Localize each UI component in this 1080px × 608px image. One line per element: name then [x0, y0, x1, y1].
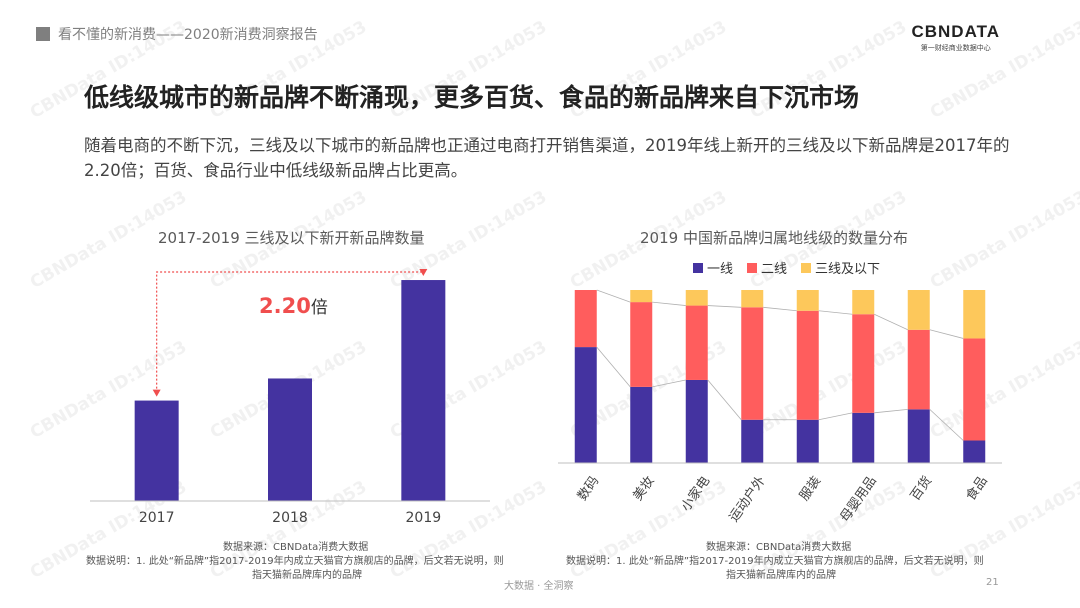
x-tick-label: 小家电	[678, 473, 713, 514]
growth-annotation: 2.20倍	[259, 294, 328, 318]
bar-2018	[268, 378, 312, 501]
stack-segment-母婴用品-三线及以下	[852, 290, 875, 315]
legend-item: 一线	[693, 258, 733, 277]
x-tick-label: 2017	[139, 510, 175, 526]
legend-swatch-tier2	[747, 262, 758, 273]
legend-label: 二线	[761, 262, 788, 277]
right-chart-legend: 一线 二线 三线及以下	[693, 258, 880, 277]
series-connector-tier2	[874, 313, 908, 331]
stack-segment-百货-二线	[907, 329, 930, 410]
bar-2019	[401, 280, 446, 501]
x-tick-label: 数码	[575, 474, 602, 504]
x-tick-label: 母婴用品	[838, 474, 880, 525]
series-connector-tier2	[707, 305, 742, 308]
annotation-bracket	[156, 271, 424, 393]
series-connector-tier1	[874, 408, 908, 414]
page-number: 21	[986, 577, 999, 588]
arrow-head-right	[419, 269, 428, 277]
x-tick-label: 美妆	[631, 474, 658, 504]
stack-segment-小家电-三线及以下	[685, 290, 708, 306]
stack-segment-美妆-一线	[630, 386, 653, 463]
stack-segment-美妆-二线	[630, 302, 653, 387]
logo-tagline: 第一财经商业数据中心	[920, 44, 991, 52]
x-tick-label: 2018	[272, 510, 308, 526]
brand-logo: CBNDATA 第一财经商业数据中心	[911, 22, 1000, 53]
stack-segment-食品-二线	[963, 338, 986, 441]
x-tick-label: 服装	[797, 474, 824, 504]
right-chart-notes: 数据来源：CBNData消费大数据 数据说明：1. 此处“新品牌”指2017-2…	[566, 541, 1006, 583]
header-square-icon	[36, 27, 50, 41]
left-chart-title: 2017-2019 三线及以下新开新品牌数量	[158, 229, 425, 247]
legend-label: 一线	[707, 262, 734, 277]
slide-title: 低线级城市的新品牌不断涌现，更多百货、食品的新品牌来自下沉市场	[84, 83, 860, 112]
stack-segment-食品-三线及以下	[963, 290, 986, 339]
series-connector-tier2	[763, 306, 797, 312]
series-connector-tier2	[652, 301, 686, 306]
arrow-head-left	[152, 389, 161, 397]
stack-segment-运动户外-三线及以下	[741, 290, 764, 308]
x-tick-label: 百货	[907, 473, 935, 503]
note-line: 指天猫新品牌库内的品牌	[726, 570, 836, 581]
left-chart-notes: 数据来源：CBNData消费大数据 数据说明：1. 此处“新品牌”指2017-2…	[86, 541, 516, 583]
stack-segment-小家电-二线	[685, 305, 708, 380]
legend-item: 三线及以下	[801, 258, 880, 277]
note-line: 数据说明：1. 此处“新品牌”指2017-2019年内成立天猫官方旗舰店的品牌，…	[566, 556, 984, 567]
stack-segment-百货-三线及以下	[907, 290, 930, 330]
stack-segment-百货-一线	[907, 409, 930, 463]
stack-segment-美妆-三线及以下	[630, 290, 653, 303]
note-line: 指天猫新品牌库内的品牌	[252, 570, 362, 581]
legend-label: 三线及以下	[815, 262, 881, 277]
series-connector-tier1	[707, 379, 742, 421]
stack-segment-运动户外-二线	[741, 307, 764, 420]
series-connector-tier2	[929, 329, 964, 339]
note-line: 数据来源：CBNData消费大数据	[223, 542, 369, 553]
logo-text: CBNDATA	[911, 22, 1000, 41]
series-connector-tier1	[929, 409, 964, 441]
series-connector-tier1	[652, 379, 686, 388]
stack-segment-母婴用品-一线	[852, 412, 875, 463]
series-connector-tier2	[818, 310, 853, 315]
stack-segment-母婴用品-二线	[852, 314, 875, 413]
slide-description: 随着电商的不断下沉，三线及以下城市的新品牌也正通过电商打开销售渠道，2019年线…	[84, 136, 1010, 180]
stack-segment-服装-一线	[796, 419, 819, 463]
x-tick-label: 2019	[406, 510, 442, 526]
stack-segment-运动户外-一线	[741, 419, 764, 463]
series-connector-tier1	[596, 346, 631, 388]
series-connector-tier1	[818, 412, 853, 421]
report-title: 看不懂的新消费——2020新消费洞察报告	[58, 27, 318, 43]
series-connector-tier2	[596, 289, 631, 303]
legend-swatch-tier3	[801, 262, 812, 273]
stack-segment-数码-一线	[574, 347, 597, 463]
note-line: 数据说明：1. 此处“新品牌”指2017-2019年内成立天猫官方旗舰店的品牌，…	[86, 556, 504, 567]
bar-2017	[134, 400, 179, 501]
legend-item: 二线	[747, 258, 787, 277]
footer-text: 大数据 · 全洞察	[504, 581, 574, 592]
legend-swatch-tier1	[693, 262, 703, 273]
x-tick-label: 食品	[963, 473, 991, 503]
note-line: 数据来源：CBNData消费大数据	[706, 542, 852, 553]
x-tick-label: 运动户外	[726, 473, 769, 525]
right-chart-title: 2019 中国新品牌归属地线级的数量分布	[640, 229, 908, 247]
stack-segment-食品-一线	[963, 440, 986, 463]
stack-segment-服装-三线及以下	[796, 290, 819, 311]
stack-segment-服装-二线	[796, 310, 819, 420]
stack-segment-小家电-一线	[685, 379, 708, 463]
stack-segment-数码-二线	[574, 290, 597, 348]
